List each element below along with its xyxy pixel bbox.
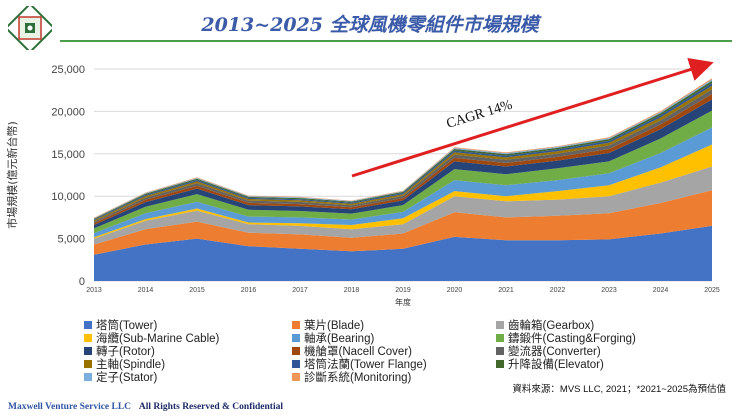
area-series-塔筒(Tower) xyxy=(94,225,712,281)
legend-swatch xyxy=(292,373,300,381)
y-tick-label: 10,000 xyxy=(51,191,85,203)
legend-swatch xyxy=(496,321,504,329)
y-axis-label: 市場規模(億元新台幣) xyxy=(5,121,19,229)
area-series xyxy=(94,78,712,281)
legend-item: 機艙罩(Nacell Cover) xyxy=(292,343,412,359)
x-axis-label: 年度 xyxy=(395,297,411,307)
x-tick-label: 2018 xyxy=(344,287,360,294)
legend-swatch xyxy=(84,373,92,381)
x-tick-label: 2024 xyxy=(653,287,669,294)
legend-item: 鑄鍛件(Casting&Forging) xyxy=(496,330,636,346)
area-series-齒輪箱(Gearbox) xyxy=(94,166,712,245)
x-tick-label: 2014 xyxy=(138,287,154,294)
legend-label: 變流器(Converter) xyxy=(508,346,601,358)
legend-label: 主軸(Spindle) xyxy=(96,359,166,371)
legend-label: 海纜(Sub-Marine Cable) xyxy=(96,333,220,345)
cagr-arrow xyxy=(351,57,714,178)
x-tick-label: 2023 xyxy=(601,287,617,294)
footer-rights: All Rights Reserved & Confidential xyxy=(138,402,283,412)
legend-item: 變流器(Converter) xyxy=(496,343,601,359)
legend-item: 海纜(Sub-Marine Cable) xyxy=(84,330,219,346)
x-tick-label: 2019 xyxy=(395,287,411,294)
legend-label: 升降設備(Elevator) xyxy=(508,359,604,371)
y-tick-label: 15,000 xyxy=(51,149,85,161)
legend-label: 轉子(Rotor) xyxy=(96,346,155,358)
area-series-鑄鍛件(Casting&Forging) xyxy=(94,110,712,234)
legend-label: 定子(Stator) xyxy=(96,372,158,384)
area-series-軸承(Bearing) xyxy=(94,127,712,238)
area-series-變流器(Converter) xyxy=(94,89,712,224)
legend-label: 塔筒法蘭(Tower Flange) xyxy=(304,359,427,371)
area-series-轉子(Rotor) xyxy=(94,99,712,229)
legend-item: 轉子(Rotor) xyxy=(84,343,155,359)
legend-swatch xyxy=(84,360,92,368)
legend-item: 軸承(Bearing) xyxy=(292,330,374,346)
y-tick-label: 5,000 xyxy=(57,234,85,246)
x-tick-label: 2021 xyxy=(498,287,514,294)
x-axis-ticks: 2013 2014 2015 2016 2017 2018 2019 2020 2021 2022… xyxy=(86,287,720,294)
legend-item: 塔筒(Tower) xyxy=(84,317,157,333)
y-axis-ticks: 0 5,000 10,000 15,000 20,000 25,000 xyxy=(51,64,85,288)
legend-swatch xyxy=(292,347,300,355)
legend-label: 診斷系統(Monitoring) xyxy=(304,372,412,384)
x-tick-label: 2016 xyxy=(241,287,257,294)
x-tick-label: 2017 xyxy=(292,287,308,294)
legend-label: 軸承(Bearing) xyxy=(304,333,375,345)
legend-label: 鑄鍛件(Casting&Forging) xyxy=(508,333,636,345)
source-note: 資料來源：MVS LLC, 2021；*2021~2025為預估值 xyxy=(512,384,726,395)
footer-company: Maxwell Venture Service LLC xyxy=(8,402,132,412)
x-tick-label: 2013 xyxy=(86,287,102,294)
x-tick-label: 2025 xyxy=(704,287,720,294)
legend-item: 定子(Stator) xyxy=(84,369,157,385)
x-tick-label: 2022 xyxy=(550,287,566,294)
legend-label: 塔筒(Tower) xyxy=(96,320,158,332)
legend-item: 主軸(Spindle) xyxy=(84,356,165,372)
area-series-葉片(Blade) xyxy=(94,190,712,255)
legend-swatch xyxy=(496,347,504,355)
y-tick-label: 25,000 xyxy=(51,64,85,76)
footer: Maxwell Venture Service LLC All Rights R… xyxy=(8,402,283,412)
area-series-海纜(Sub-Marine Cable) xyxy=(94,144,712,239)
legend-label: 葉片(Blade) xyxy=(304,320,365,332)
legend-item: 塔筒法蘭(Tower Flange) xyxy=(292,356,427,372)
x-tick-label: 2015 xyxy=(189,287,205,294)
legend-item: 葉片(Blade) xyxy=(292,317,364,333)
legend-swatch xyxy=(84,334,92,342)
legend-swatch xyxy=(496,360,504,368)
y-tick-label: 20,000 xyxy=(51,106,85,118)
legend-swatch xyxy=(84,321,92,329)
legend-swatch xyxy=(292,321,300,329)
x-tick-label: 2020 xyxy=(447,287,463,294)
legend-swatch xyxy=(84,347,92,355)
company-logo xyxy=(8,6,52,50)
legend-swatch xyxy=(292,334,300,342)
legend-label: 齒輪箱(Gearbox) xyxy=(508,320,595,332)
area-series-機艙罩(Nacell Cover) xyxy=(94,94,712,225)
y-tick-label: 0 xyxy=(79,276,85,288)
legend-item: 升降設備(Elevator) xyxy=(496,356,604,372)
legend-item: 齒輪箱(Gearbox) xyxy=(496,317,594,333)
legend-item: 診斷系統(Monitoring) xyxy=(292,369,411,385)
area-series-主軸(Spindle) xyxy=(94,85,712,222)
title-divider xyxy=(60,40,732,42)
legend-swatch xyxy=(496,334,504,342)
legend-swatch xyxy=(292,360,300,368)
page-title: 2013~2025 全球風機零組件市場規模 xyxy=(201,14,539,36)
legend-label: 機艙罩(Nacell Cover) xyxy=(304,346,412,358)
